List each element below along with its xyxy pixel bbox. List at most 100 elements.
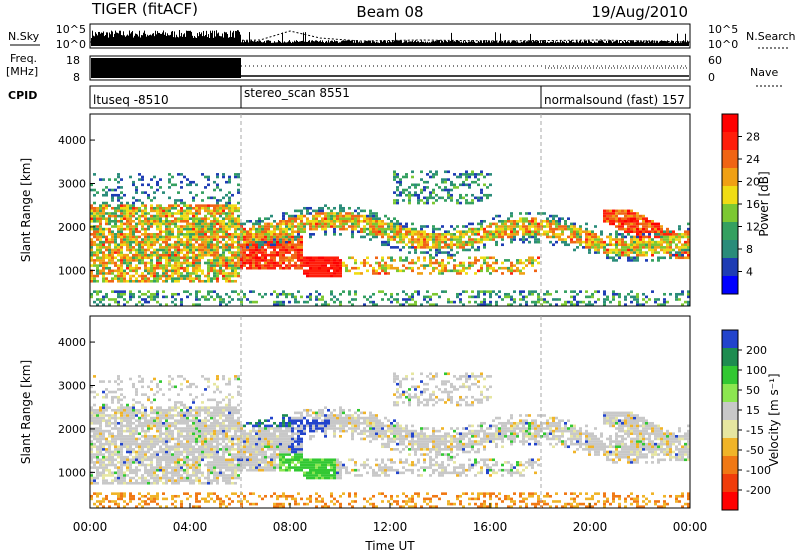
power-cell <box>93 194 96 197</box>
power-cell <box>492 270 495 273</box>
power-cell <box>150 246 153 249</box>
velocity-cell <box>108 425 111 428</box>
power-cell <box>222 236 225 239</box>
power-cell <box>681 249 684 252</box>
power-cell <box>288 215 291 218</box>
noise-bar <box>331 41 332 46</box>
power-cell <box>300 230 303 233</box>
power-cell <box>141 176 144 179</box>
power-cell <box>441 267 444 270</box>
velocity-cell <box>132 472 135 475</box>
power-cell <box>609 256 612 259</box>
noise-bar <box>226 32 227 46</box>
velocity-cell <box>141 453 144 456</box>
power-cell <box>147 217 150 220</box>
power-cell <box>363 215 366 218</box>
power-cell <box>339 220 342 223</box>
power-cell <box>105 191 108 194</box>
velocity-cell <box>96 453 99 456</box>
power-cell <box>231 264 234 267</box>
noise-bar <box>383 41 384 46</box>
noise-bar <box>217 33 218 46</box>
power-cell <box>153 275 156 278</box>
power-cell <box>237 293 240 296</box>
power-cell <box>597 238 600 241</box>
noise-bar <box>203 31 204 46</box>
power-cell <box>144 233 147 236</box>
power-cell <box>150 280 153 283</box>
power-cell <box>615 246 618 249</box>
power-cell <box>270 243 273 246</box>
noise-bar <box>418 41 419 46</box>
power-cell <box>126 236 129 239</box>
noise-bar <box>98 32 99 46</box>
velocity-cell <box>96 448 99 451</box>
power-cell <box>120 191 123 194</box>
power-cell <box>297 290 300 293</box>
power-cell <box>132 293 135 296</box>
power-cell <box>624 210 627 213</box>
power-cell <box>456 272 459 275</box>
power-cell <box>261 254 264 257</box>
power-cell <box>300 220 303 223</box>
power-cell <box>237 210 240 213</box>
power-cell <box>282 267 285 270</box>
power-cell <box>192 230 195 233</box>
power-cell <box>225 217 228 220</box>
noise-bar <box>645 42 646 46</box>
power-cell <box>627 243 630 246</box>
noise-bar <box>216 30 217 46</box>
power-cell <box>195 238 198 241</box>
velocity-cell <box>99 380 102 383</box>
power-cell <box>480 170 483 173</box>
power-cell <box>627 251 630 254</box>
power-cell <box>510 262 513 265</box>
power-cell <box>309 233 312 236</box>
power-cell <box>186 264 189 267</box>
power-cell <box>192 238 195 241</box>
power-cell <box>432 202 435 205</box>
power-cell <box>207 277 210 280</box>
velocity-cell <box>99 503 102 506</box>
power-cell <box>636 241 639 244</box>
velocity-cell <box>93 503 96 506</box>
power-cell <box>126 220 129 223</box>
power-cell <box>510 298 513 301</box>
power-cell <box>102 194 105 197</box>
power-cell <box>300 296 303 299</box>
velocity-cell <box>96 440 99 443</box>
power-cell <box>273 225 276 228</box>
power-cell <box>135 236 138 239</box>
power-cell <box>276 243 279 246</box>
power-cell <box>420 225 423 228</box>
power-cell <box>507 225 510 228</box>
power-cell <box>201 223 204 226</box>
power-cell <box>675 251 678 254</box>
power-cell <box>393 238 396 241</box>
power-cell <box>639 241 642 244</box>
power-cell <box>228 238 231 241</box>
power-cell <box>411 236 414 239</box>
power-cell <box>255 230 258 233</box>
velocity-cell <box>93 414 96 417</box>
velocity-cell <box>144 406 147 409</box>
power-cell <box>417 259 420 262</box>
power-cell <box>174 270 177 273</box>
power-cell <box>654 301 657 304</box>
power-cell <box>222 251 225 254</box>
power-cell <box>579 228 582 231</box>
noise-bar <box>650 42 651 46</box>
power-cell <box>138 236 141 239</box>
noise-bar <box>464 43 465 46</box>
power-cell <box>258 259 261 262</box>
power-cell <box>204 176 207 179</box>
power-cell <box>165 233 168 236</box>
velocity-cell <box>114 419 117 422</box>
power-cell <box>456 296 459 299</box>
power-cell <box>189 241 192 244</box>
power-cell <box>219 264 222 267</box>
velocity-cell <box>138 445 141 448</box>
power-cell <box>348 207 351 210</box>
power-cell <box>216 272 219 275</box>
power-cell <box>636 296 639 299</box>
